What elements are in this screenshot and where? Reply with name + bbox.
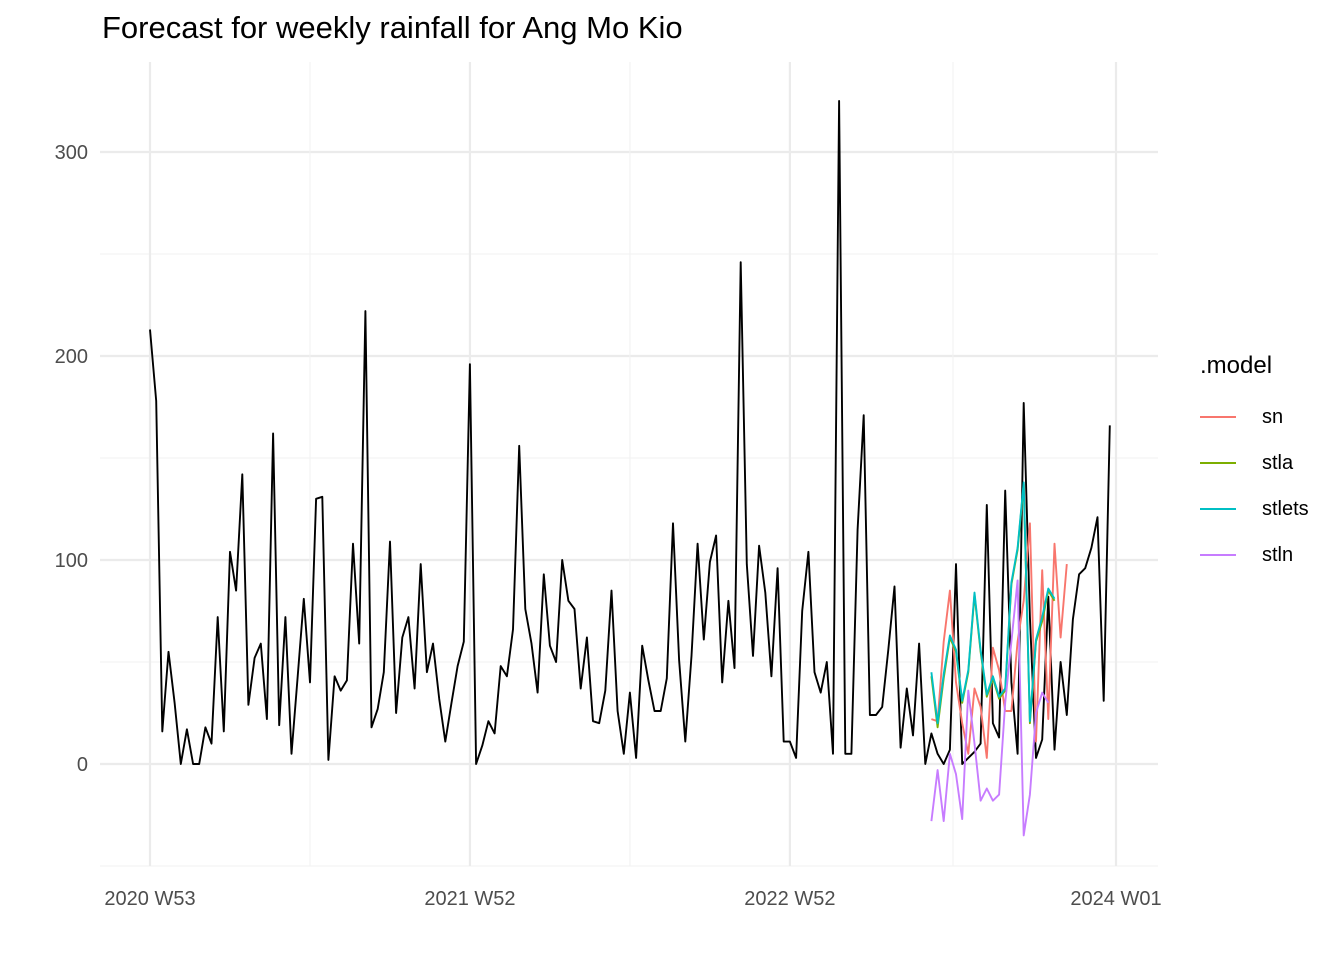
legend-item-sn: sn (1200, 394, 1309, 440)
forecast-line-sn (931, 522, 1068, 759)
legend-item-stla: stla (1200, 440, 1309, 486)
legend: .model sn stla stlets stln (1200, 352, 1309, 578)
y-tick-label: 100 (55, 550, 88, 572)
observed-series-line (149, 100, 1111, 765)
y-tick-label: 300 (55, 142, 88, 164)
x-tick-label: 2021 W52 (424, 888, 515, 910)
legend-items: sn stla stlets stln (1200, 394, 1309, 578)
legend-label: sn (1262, 405, 1284, 428)
x-tick-label: 2022 W52 (744, 888, 835, 910)
legend-item-stln: stln (1200, 532, 1309, 578)
chart-title: Forecast for weekly rainfall for Ang Mo … (102, 10, 683, 45)
series-lines (149, 100, 1111, 837)
y-tick-label: 200 (55, 346, 88, 368)
legend-key (1200, 416, 1236, 418)
legend-key (1200, 554, 1236, 556)
y-tick-label: 0 (77, 754, 88, 776)
x-tick-label: 2024 W01 (1070, 888, 1161, 910)
axis-tick-labels: 0 100 200 300 2020 W53 2021 W52 2022 W52 2024 W… (55, 142, 1162, 910)
legend-item-stlets: stlets (1200, 486, 1309, 532)
forecast-line-stlets (930, 481, 1056, 725)
legend-key (1200, 508, 1236, 510)
legend-label: stln (1262, 543, 1294, 566)
legend-label: stla (1262, 451, 1294, 474)
forecast-line-stln (930, 579, 1050, 837)
legend-label: stlets (1262, 497, 1309, 520)
legend-title: .model (1200, 352, 1273, 379)
legend-key (1200, 462, 1236, 464)
forecast-line-stla (930, 483, 1056, 729)
grid-lines (100, 62, 1158, 867)
x-tick-label: 2020 W53 (104, 888, 195, 910)
